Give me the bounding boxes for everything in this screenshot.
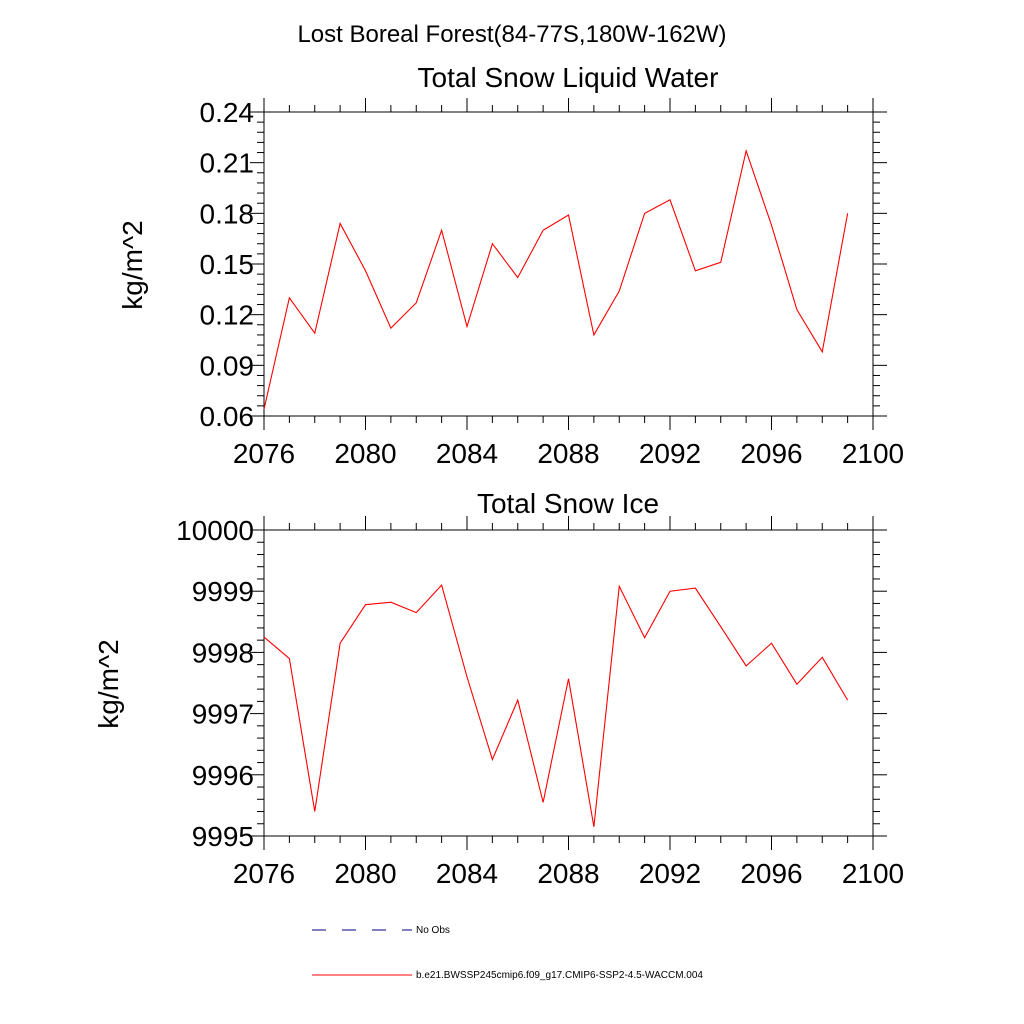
y-axis-label-snow-liquid-water: kg/m^2 bbox=[117, 220, 148, 309]
y-tick-label: 0.24 bbox=[200, 97, 255, 128]
y-tick-label: 0.21 bbox=[200, 148, 255, 179]
panel-snow-ice: Total Snow Ice kg/m^2 2076 2080 2084 2088 20… bbox=[93, 488, 904, 889]
x-tick-label: 2092 bbox=[639, 438, 701, 469]
y-tick-label: 10000 bbox=[176, 515, 254, 546]
x-tick-label: 2084 bbox=[436, 438, 498, 469]
y-tick-label: 0.18 bbox=[200, 198, 255, 229]
y-tick-label: 9996 bbox=[192, 760, 254, 791]
x-tick-label: 2088 bbox=[537, 858, 599, 889]
y-axis-label-snow-ice: kg/m^2 bbox=[93, 639, 124, 728]
panel-snow-liquid-water: Total Snow Liquid Water kg/m^2 2076 2080 2… bbox=[117, 62, 904, 469]
y-tick-label: 9998 bbox=[192, 637, 254, 668]
y-tick-label: 0.09 bbox=[200, 350, 255, 381]
x-tick-label: 2076 bbox=[233, 438, 295, 469]
x-tick-label: 2084 bbox=[436, 858, 498, 889]
plot-frame-snow-liquid-water bbox=[263, 111, 874, 417]
x-tick-label: 2092 bbox=[639, 858, 701, 889]
x-tick-label: 2088 bbox=[537, 438, 599, 469]
y-tick-label: 0.06 bbox=[200, 401, 255, 432]
x-tick-label: 2080 bbox=[334, 438, 396, 469]
figure-title: Lost Boreal Forest(84-77S,180W-162W) bbox=[297, 21, 726, 48]
plot-frame-snow-ice bbox=[263, 529, 874, 837]
y-tick-label: 9995 bbox=[192, 821, 254, 852]
legend-label-model-run: b.e21.BWSSP245cmip6.f09_g17.CMIP6-SSP2-4… bbox=[416, 970, 703, 981]
x-tick-label: 2076 bbox=[233, 858, 295, 889]
y-tick-label: 9997 bbox=[192, 699, 254, 730]
panel-title-snow-liquid-water: Total Snow Liquid Water bbox=[418, 62, 719, 93]
y-tick-label: 0.15 bbox=[200, 249, 255, 280]
panel-title-snow-ice: Total Snow Ice bbox=[477, 488, 659, 519]
x-tick-label: 2080 bbox=[334, 858, 396, 889]
series-line-snow-liquid-water bbox=[263, 148, 849, 410]
series-line-snow-ice bbox=[263, 583, 849, 827]
x-tick-label: 2100 bbox=[842, 438, 904, 469]
y-tick-label: 9999 bbox=[192, 576, 254, 607]
x-tick-label: 2096 bbox=[740, 858, 802, 889]
x-tick-label: 2096 bbox=[740, 438, 802, 469]
y-tick-label: 0.12 bbox=[200, 300, 255, 331]
legend: No Obs b.e21.BWSSP245cmip6.f09_g17.CMIP6… bbox=[312, 925, 703, 981]
legend-label-no-obs: No Obs bbox=[416, 925, 450, 936]
x-tick-label: 2100 bbox=[842, 858, 904, 889]
